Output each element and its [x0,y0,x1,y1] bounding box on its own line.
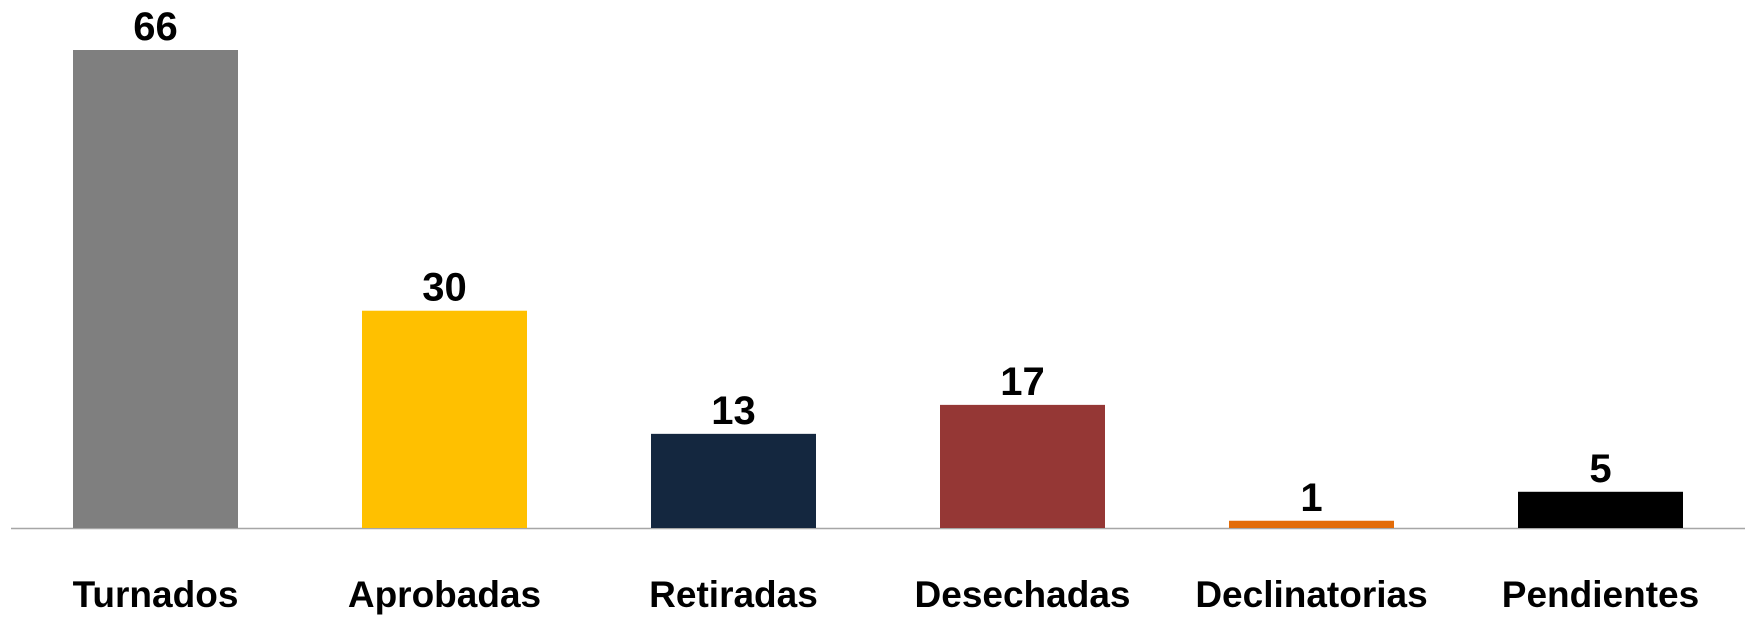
data-label: 30 [422,266,467,310]
bar [651,433,816,528]
bar [73,50,238,528]
data-label: 13 [711,389,756,433]
data-label: 1 [1300,476,1322,520]
bar [940,404,1105,528]
bar [1229,520,1394,528]
data-label: 66 [133,5,178,49]
bar [362,310,527,528]
x-tick-label: Declinatorias [1195,574,1427,615]
data-label: 17 [1000,360,1045,404]
x-tick-label: Desechadas [915,574,1131,615]
data-label: 5 [1589,447,1611,491]
x-tick-label: Aprobadas [348,574,541,615]
bar [1518,491,1683,528]
x-tick-label: Retiradas [649,574,818,615]
x-tick-label: Pendientes [1502,574,1699,615]
x-tick-label: Turnados [73,574,239,615]
